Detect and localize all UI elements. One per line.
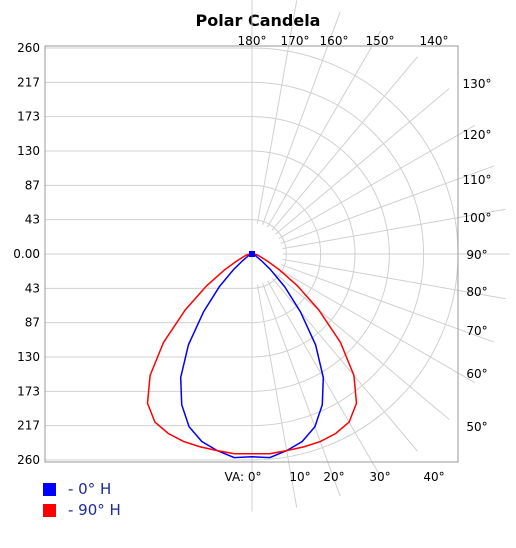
chart-title: Polar Candela <box>196 11 321 30</box>
grid-spoke <box>271 277 418 452</box>
grid-spoke <box>262 282 341 497</box>
radial-tick-label: 217 <box>17 75 40 89</box>
angle-tick-label: 50° <box>466 420 487 434</box>
plot-frame <box>44 45 459 463</box>
angle-tick-label: VA: 0° <box>225 470 262 484</box>
radial-tick-label: 87 <box>25 316 40 330</box>
radial-tick-label: 43 <box>25 281 40 295</box>
angle-tick-label: 80° <box>466 285 487 299</box>
angle-tick-label: 70° <box>466 324 487 338</box>
grid-spoke <box>282 208 506 250</box>
angle-tick-label: 140° <box>420 34 449 48</box>
angle-tick-label: 170° <box>281 34 310 48</box>
legend-swatch <box>43 504 56 517</box>
legend: - 0° H - 90° H <box>43 480 121 519</box>
grid-spoke <box>278 124 476 239</box>
angle-tick-label: 150° <box>366 34 395 48</box>
angle-tick-label: 30° <box>369 470 390 484</box>
angle-tick-label: 90° <box>466 248 487 262</box>
angle-tick-label: 10° <box>289 470 310 484</box>
pole-marker <box>249 251 255 257</box>
radial-tick-label: 217 <box>17 419 40 433</box>
radial-tick-label: 130 <box>17 350 40 364</box>
legend-swatch <box>43 483 56 496</box>
angle-tick-label: 180° <box>238 34 267 48</box>
radial-tick-label: 173 <box>17 110 40 124</box>
radial-tick-label: 260 <box>17 453 40 467</box>
grid-spoke <box>278 269 476 384</box>
polar-grid <box>45 0 510 512</box>
radial-tick-label: 260 <box>17 41 40 55</box>
grid-spoke <box>262 11 341 226</box>
grid-spoke <box>271 56 418 231</box>
grid-spoke <box>282 258 506 300</box>
radial-tick-label: 130 <box>17 144 40 158</box>
series-layer <box>146 251 358 459</box>
legend-label: - 0° H <box>68 480 111 498</box>
grid-spoke <box>267 280 382 478</box>
radial-tick-label: 43 <box>25 213 40 227</box>
angle-tick-label: 120° <box>463 128 492 142</box>
angle-tick-label: 130° <box>463 77 492 91</box>
radial-tick-label: 0.00 <box>13 247 40 261</box>
legend-label: - 90° H <box>68 501 121 519</box>
angle-tick-label: 160° <box>320 34 349 48</box>
grid-spoke <box>275 88 450 235</box>
axis-ticks: 260 217 173 130 87 43 0.00 43 87 130 173 217 260 VA: … <box>13 34 491 484</box>
angle-tick-label: 40° <box>423 470 444 484</box>
radial-tick-label: 173 <box>17 384 40 398</box>
grid-spoke <box>275 273 450 420</box>
angle-tick-label: 100° <box>463 211 492 225</box>
grid-spoke <box>267 30 382 228</box>
angle-tick-label: 110° <box>463 173 492 187</box>
angle-tick-label: 20° <box>323 470 344 484</box>
radial-tick-label: 87 <box>25 178 40 192</box>
angle-tick-label: 60° <box>466 367 487 381</box>
grid-spoke <box>256 0 298 224</box>
grid-spoke <box>256 284 298 508</box>
